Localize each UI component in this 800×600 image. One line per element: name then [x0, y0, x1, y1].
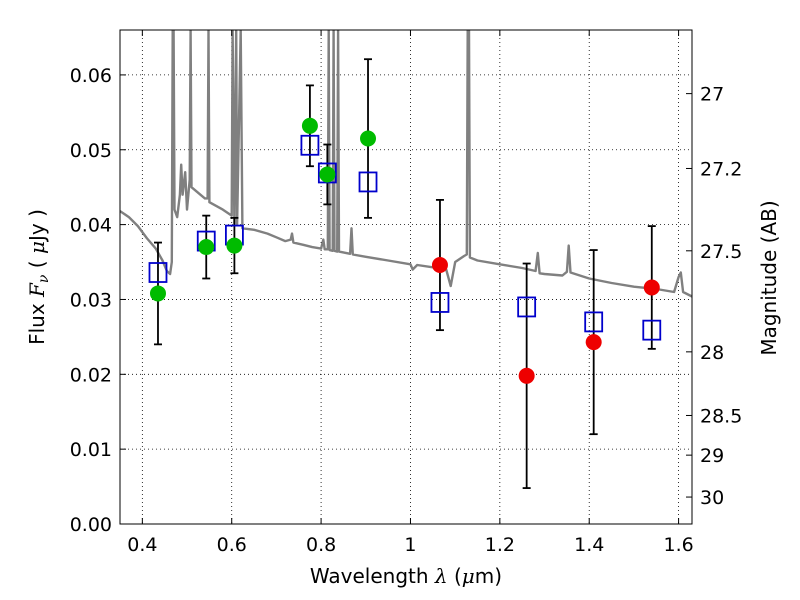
- y2-tick-label: 27: [700, 84, 724, 106]
- data-point: [518, 367, 535, 384]
- data-point: [643, 279, 660, 296]
- y2-tick-label: 30: [700, 487, 724, 509]
- x-tick-label: 1.6: [663, 534, 693, 556]
- model-square: [317, 162, 337, 184]
- y-axis-label: Flux Fν ( μJy ): [25, 209, 53, 345]
- data-point: [319, 166, 336, 183]
- data-point: [149, 285, 166, 302]
- y2-tick-label: 28.5: [700, 405, 742, 427]
- model-square: [358, 171, 378, 193]
- data-point: [431, 257, 448, 274]
- model-square: [300, 134, 320, 156]
- y2-tick-label: 29: [700, 445, 724, 467]
- y2-tick-label: 27.2: [700, 158, 742, 180]
- data-point: [301, 117, 318, 134]
- y-tick-label: 0.01: [70, 439, 112, 461]
- spectrum-layer: [120, 30, 692, 298]
- data-point: [360, 130, 377, 147]
- y2-tick-label: 28: [700, 342, 724, 364]
- y-tick-label: 0.00: [70, 514, 112, 536]
- model-square: [148, 262, 168, 283]
- x-tick-label: 0.4: [127, 534, 157, 556]
- spectrum-line: [120, 30, 692, 298]
- model-square: [517, 296, 537, 318]
- marker-layer: [148, 58, 662, 489]
- y-tick-label: 0.03: [70, 289, 112, 311]
- model-square: [584, 311, 604, 333]
- y-tick-label: 0.04: [70, 215, 112, 237]
- model-square: [642, 319, 662, 341]
- y2-axis-label: Magnitude (AB): [757, 200, 781, 355]
- ticks: 0.4 0.6 0.8 1 1.2 1.4 1.6 0.00 0.01 0.02 0.03 0.04 0…: [70, 30, 742, 556]
- model-square: [430, 292, 450, 313]
- data-point: [226, 237, 243, 254]
- data-point: [585, 334, 602, 351]
- y-tick-label: 0.02: [70, 364, 112, 386]
- x-tick-label: 1.2: [485, 534, 515, 556]
- data-point: [198, 239, 215, 256]
- y-tick-label: 0.05: [70, 140, 112, 162]
- x-tick-label: 0.8: [306, 534, 336, 556]
- plot-frame: [119, 29, 693, 525]
- x-tick-label: 0.6: [217, 534, 247, 556]
- x-tick-label: 1: [404, 534, 416, 556]
- x-tick-label: 1.4: [574, 534, 604, 556]
- x-axis-label: Wavelength λ (μm): [310, 564, 502, 588]
- y2-tick-label: 27.5: [700, 241, 742, 263]
- y-tick-label: 0.06: [70, 65, 112, 87]
